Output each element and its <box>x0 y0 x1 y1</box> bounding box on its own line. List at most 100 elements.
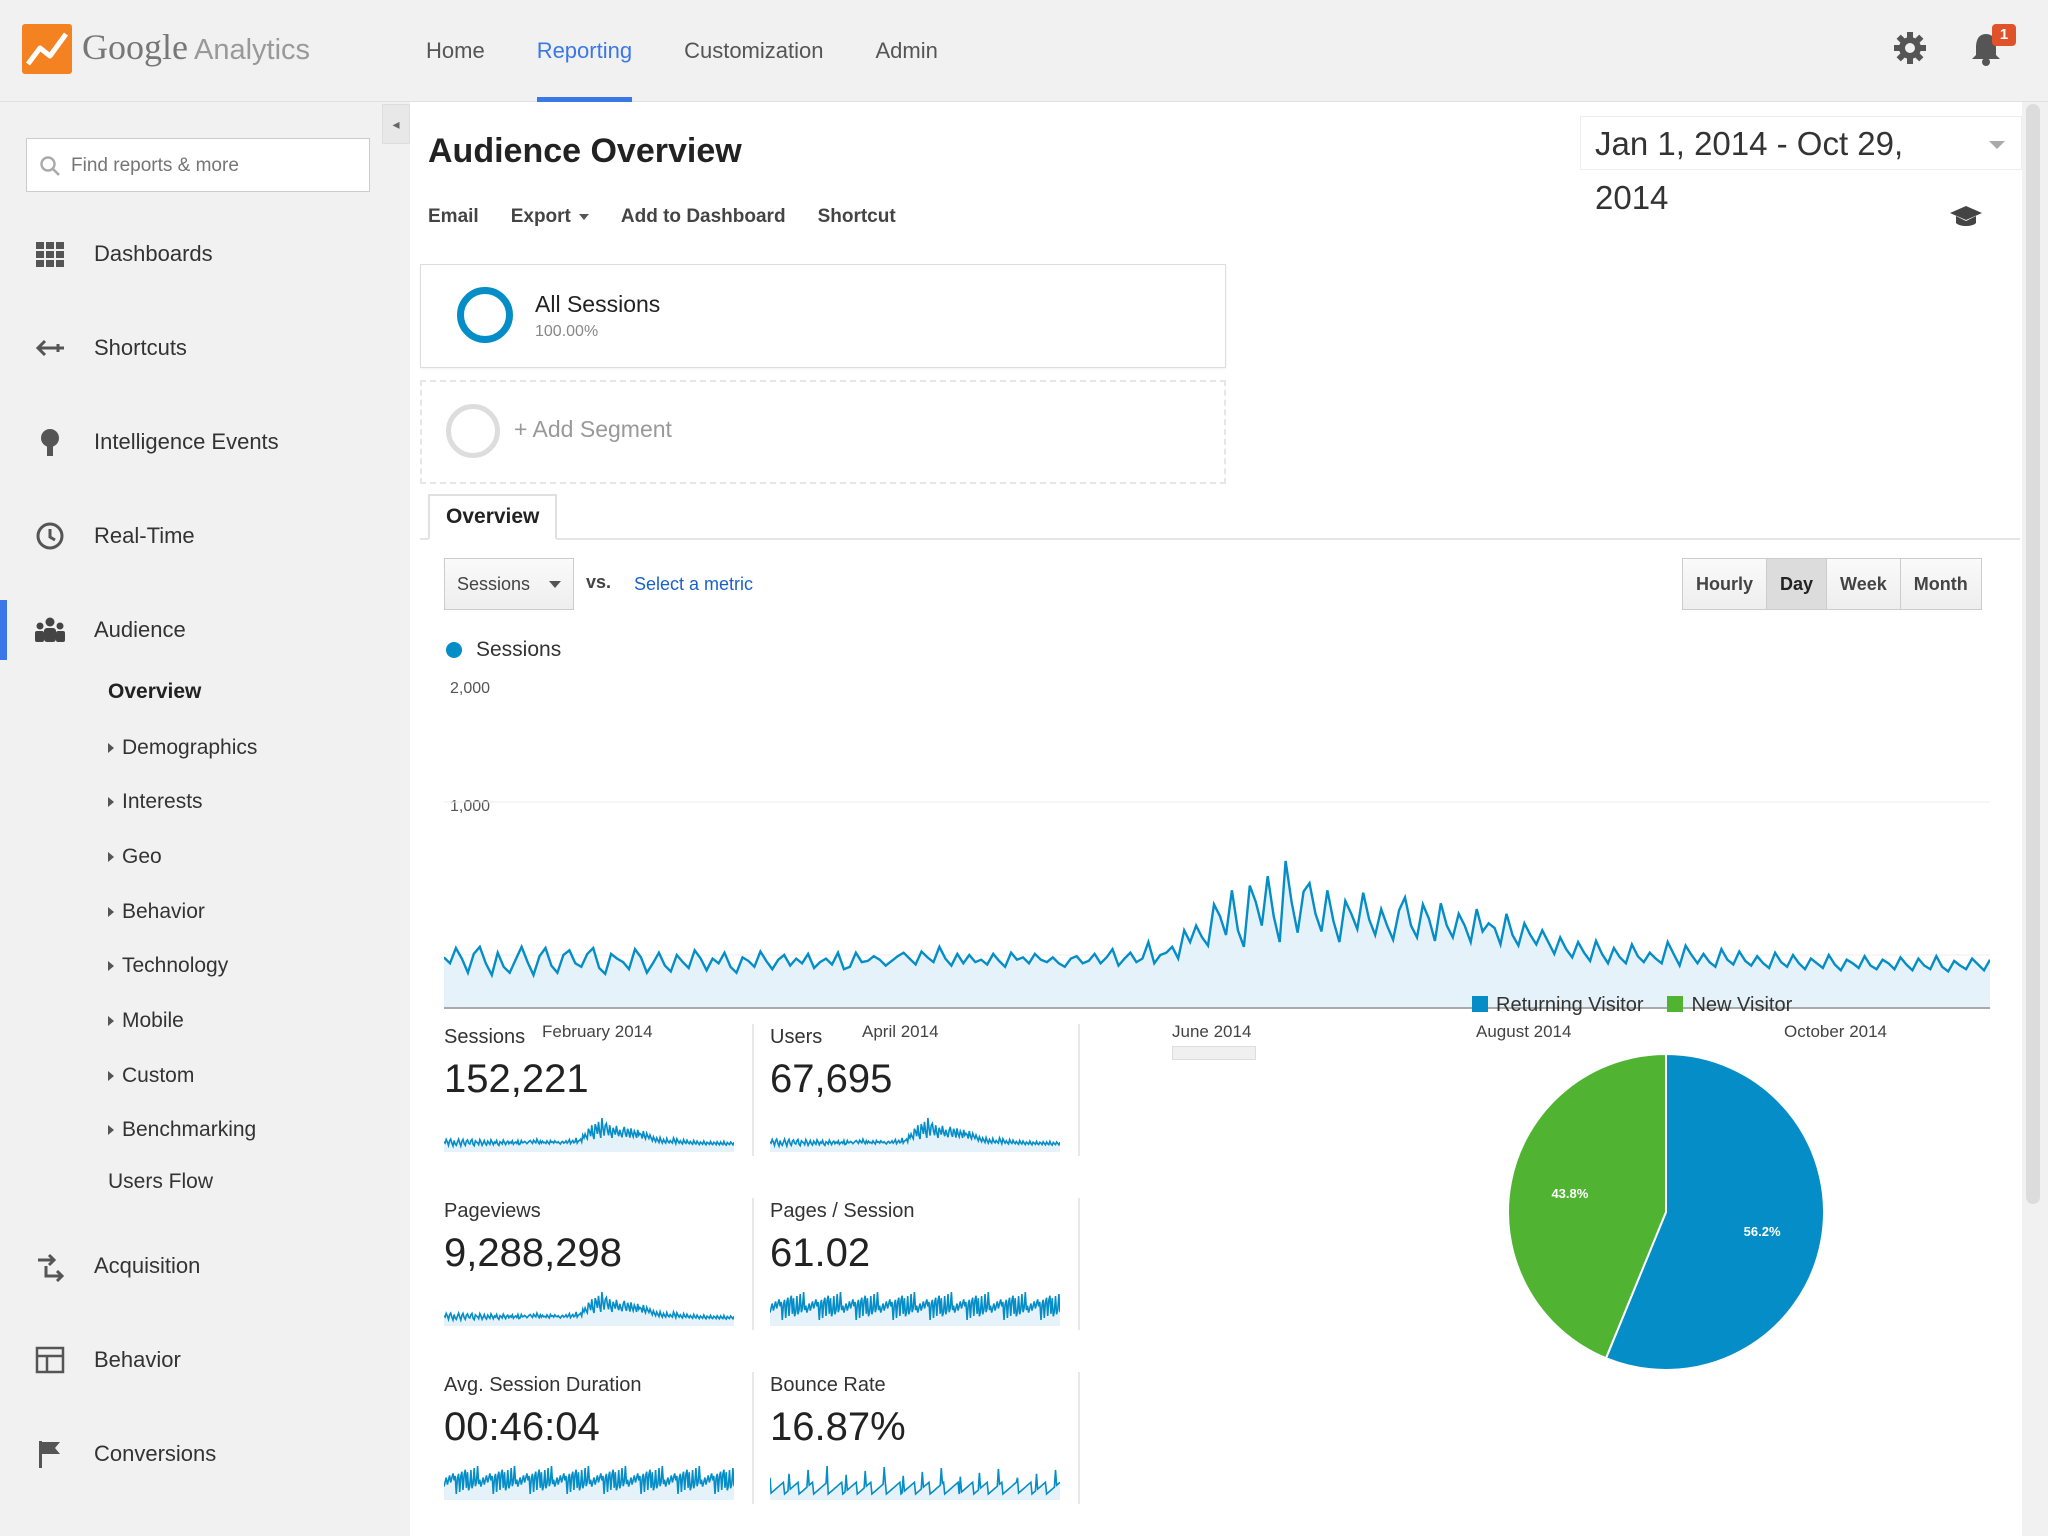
acquisition-icon <box>38 1253 65 1282</box>
metric-value: 9,288,298 <box>444 1231 622 1275</box>
page-title: Audience Overview <box>428 132 742 170</box>
chevron-right-icon <box>108 797 114 808</box>
sidebar-sub-geo[interactable]: Geo <box>108 845 162 869</box>
sidebar-sub-demographics[interactable]: Demographics <box>108 736 257 760</box>
sub-label: Technology <box>122 954 229 977</box>
granularity-week-button[interactable]: Week <box>1827 559 1901 609</box>
add-to-dashboard-button[interactable]: Add to Dashboard <box>620 206 786 227</box>
x-tick-label: August 2014 <box>1476 1022 1572 1041</box>
metric-users[interactable]: Users 67,695 <box>770 1026 1080 1152</box>
x-tick-label: June 2014 <box>1172 1022 1252 1041</box>
search-input[interactable] <box>71 151 361 181</box>
segment-ring-icon <box>457 287 513 343</box>
nav-home[interactable]: Home <box>426 38 485 63</box>
metric-label: Sessions <box>444 1026 526 1048</box>
chevron-right-icon <box>108 961 114 972</box>
sidebar-sub-overview[interactable]: Overview <box>108 680 202 703</box>
sidebar-item-real-time[interactable]: Real-Time <box>0 506 380 566</box>
sparkline-line <box>770 1465 1060 1496</box>
google-analytics-logo-icon[interactable] <box>22 24 72 74</box>
flag-icon <box>39 1441 60 1468</box>
sub-label: Benchmarking <box>122 1118 257 1141</box>
legend-swatch <box>1472 996 1488 1012</box>
metric-value: 00:46:04 <box>444 1405 600 1449</box>
brand-analytics: Analytics <box>193 34 311 66</box>
granularity-month-button[interactable]: Month <box>1900 559 1981 609</box>
sidebar-item-intelligence-events[interactable]: Intelligence Events <box>0 412 380 472</box>
chevron-right-icon <box>108 1125 114 1136</box>
nav-admin[interactable]: Admin <box>875 38 938 63</box>
page-scrollbar[interactable] <box>2026 104 2040 1204</box>
graduation-cap-icon[interactable] <box>1948 202 1984 232</box>
metric-avg-session-duration[interactable]: Avg. Session Duration 00:46:04 <box>444 1374 754 1500</box>
sidebar-item-conversions[interactable]: Conversions <box>0 1424 380 1484</box>
select-metric-link[interactable]: Select a metric <box>634 574 754 594</box>
top-bar: Google Analytics Home Reporting Customiza… <box>0 0 2048 102</box>
metric-value: 61.02 <box>770 1231 871 1275</box>
metric-divider <box>1078 1024 1080 1156</box>
sidebar: Dashboards Shortcuts Intelligence Events… <box>0 102 380 1536</box>
notification-badge[interactable]: 1 <box>1992 24 2016 46</box>
sidebar-item-shortcuts[interactable]: Shortcuts <box>0 318 380 378</box>
sessions-sparkline <box>444 1117 734 1152</box>
sessions-legend-dot <box>446 642 462 658</box>
shortcut-arrow-icon <box>35 339 64 357</box>
sidebar-item-acquisition[interactable]: Acquisition <box>0 1236 380 1296</box>
sidebar-item-audience[interactable]: Audience <box>0 600 380 660</box>
segment-name: All Sessions <box>535 291 661 317</box>
segment-all-sessions[interactable]: All Sessions 100.00% <box>420 264 1226 368</box>
sidebar-sub-benchmarking[interactable]: Benchmarking <box>108 1118 256 1142</box>
sidebar-sub-mobile[interactable]: Mobile <box>108 1009 184 1033</box>
people-icon <box>35 617 65 642</box>
sidebar-sub-custom[interactable]: Custom <box>108 1064 194 1088</box>
brand-name[interactable]: Google Analytics <box>82 26 310 68</box>
nav-reporting[interactable]: Reporting <box>511 0 658 102</box>
add-segment-label: + Add Segment <box>514 416 672 442</box>
chevron-right-icon <box>108 1071 114 1082</box>
pie-slice-label: 43.8% <box>1551 1186 1588 1201</box>
sessions-area <box>444 860 1990 1008</box>
metric-sessions[interactable]: Sessions 152,221 <box>444 1026 754 1152</box>
sidebar-sub-behavior[interactable]: Behavior <box>108 900 205 924</box>
avg-session-duration-sparkline <box>444 1465 734 1500</box>
metric-pageviews[interactable]: Pageviews 9,288,298 <box>444 1200 754 1326</box>
gear-icon[interactable] <box>1892 30 1928 66</box>
add-segment-button[interactable]: + Add Segment <box>420 380 1226 484</box>
granularity-hourly-button[interactable]: Hourly <box>1683 559 1768 609</box>
export-button[interactable]: Export <box>511 206 589 228</box>
sidebar-sub-interests[interactable]: Interests <box>108 790 203 814</box>
visitor-type-pie-chart[interactable]: 56.2% 43.8% <box>1496 1042 1836 1382</box>
sparkline-line <box>444 1465 734 1495</box>
pie-slice-new-visitor[interactable] <box>1507 1052 1667 1360</box>
tab-overview[interactable]: Overview <box>428 494 558 540</box>
vs-label: vs. <box>586 572 612 592</box>
metric-bounce-rate[interactable]: Bounce Rate 16.87% <box>770 1374 1080 1500</box>
email-button[interactable]: Email <box>428 206 479 227</box>
pie-legend-returning[interactable]: Returning Visitor <box>1472 994 1643 1017</box>
sessions-line-chart[interactable] <box>444 702 1990 1018</box>
metric-label: Pages / Session <box>770 1200 915 1222</box>
shortcut-button[interactable]: Shortcut <box>817 206 896 227</box>
nav-customization[interactable]: Customization <box>684 38 824 63</box>
pie-slice-returning-visitor[interactable] <box>1604 1052 1825 1371</box>
date-range-picker[interactable]: Jan 1, 2014 - Oct 29, 2014 <box>1580 116 2022 216</box>
primary-metric-select[interactable]: Sessions <box>444 558 574 610</box>
sidebar-item-label: Dashboards <box>94 241 213 266</box>
report-actions: Email Export Add to Dashboard Shortcut <box>428 206 928 228</box>
sidebar-sub-users-flow[interactable]: Users Flow <box>108 1170 214 1193</box>
metric-label: Bounce Rate <box>770 1374 886 1396</box>
sidebar-item-label: Acquisition <box>94 1253 201 1278</box>
sessions-legend-label[interactable]: Sessions <box>476 638 562 661</box>
pie-legend-new[interactable]: New Visitor <box>1667 994 1792 1017</box>
collapse-sidebar-button[interactable]: ◂ <box>382 104 410 144</box>
metric-pages-per-session[interactable]: Pages / Session 61.02 <box>770 1200 1080 1326</box>
sparkline-line <box>770 1117 1060 1149</box>
sidebar-item-behavior[interactable]: Behavior <box>0 1330 380 1390</box>
pages-per-session-sparkline <box>770 1291 1060 1326</box>
sidebar-sub-technology[interactable]: Technology <box>108 954 228 978</box>
brand-google: Google <box>82 27 188 67</box>
granularity-day-button[interactable]: Day <box>1767 559 1828 609</box>
metric-label: Avg. Session Duration <box>444 1374 642 1396</box>
sidebar-item-dashboards[interactable]: Dashboards <box>0 224 380 284</box>
chart-resize-handle[interactable] <box>1172 1046 1256 1060</box>
